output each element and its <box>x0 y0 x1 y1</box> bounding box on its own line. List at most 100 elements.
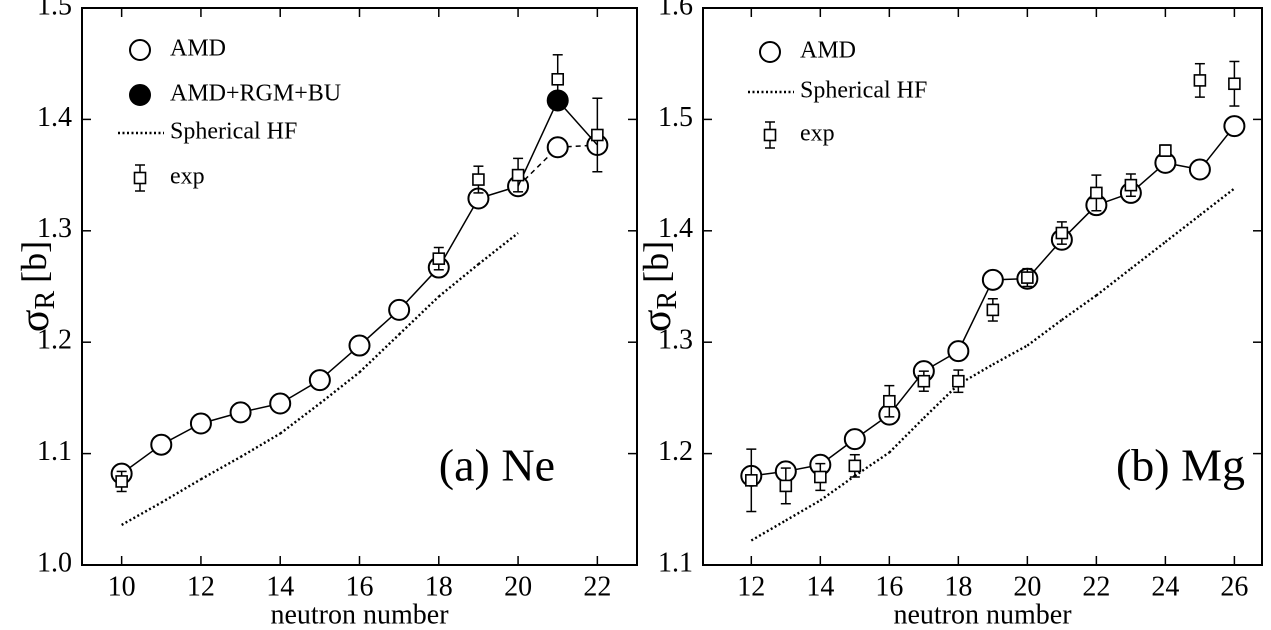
marker <box>1188 158 1211 181</box>
x-tick-label: 10 <box>108 571 136 602</box>
series-line <box>121 501 162 526</box>
marker <box>472 173 485 186</box>
marker <box>1223 115 1246 138</box>
marker <box>843 428 866 451</box>
x-tick-label: 26 <box>1220 571 1248 602</box>
series-line <box>1199 187 1236 217</box>
marker <box>388 298 411 321</box>
legend-label: exp <box>170 164 205 190</box>
series-line <box>1061 294 1098 321</box>
y-label-symbol: σ <box>634 310 680 333</box>
marker <box>129 39 151 61</box>
y-tick-label: 1.0 <box>37 547 72 578</box>
y-tick-label: 1.1 <box>658 547 693 578</box>
legend-item: AMD+RGM+BU <box>129 81 341 107</box>
x-axis-label: neutron number <box>270 599 449 630</box>
marker <box>511 168 525 182</box>
x-tick-label: 14 <box>806 571 834 602</box>
marker <box>848 459 862 473</box>
plot-frame <box>702 7 1263 566</box>
series-line <box>517 100 559 187</box>
marker <box>745 474 758 487</box>
marker <box>883 394 896 408</box>
y-label-subscript: R <box>652 291 683 310</box>
series-line <box>1095 267 1132 297</box>
x-tick-label: 14 <box>266 571 294 602</box>
marker <box>189 412 212 435</box>
marker <box>952 374 965 388</box>
series-line <box>200 455 242 481</box>
marker <box>763 128 777 142</box>
legend-label: AMD+RGM+BU <box>170 81 341 107</box>
legend-item: exp <box>133 164 205 192</box>
marker <box>229 401 252 424</box>
marker <box>1228 77 1241 91</box>
series-line <box>957 363 994 386</box>
marker <box>432 252 446 265</box>
y-tick-label: 1.3 <box>37 213 72 244</box>
y-label-symbol: σ <box>12 310 58 333</box>
marker <box>133 171 147 185</box>
x-tick-label: 20 <box>1013 571 1041 602</box>
series-line <box>1130 240 1167 270</box>
marker <box>1021 271 1034 284</box>
y-tick-label: 1.1 <box>37 436 72 467</box>
series-line <box>358 333 400 374</box>
legend-item: exp <box>763 121 835 149</box>
panel: 1.1 1.2 1.3 1.4 1.5 1.6 12 14 16 18 20 22 24 26 neutro… <box>634 0 1263 630</box>
legend-item: Spherical HF <box>118 119 297 145</box>
marker <box>269 392 292 415</box>
y-tick-label: 1.2 <box>658 436 693 467</box>
x-tick-label: 22 <box>1082 571 1110 602</box>
y-tick-label: 1.4 <box>658 213 693 244</box>
legend-label: AMD <box>170 36 226 62</box>
series-line <box>923 383 960 419</box>
marker <box>1159 144 1172 157</box>
marker <box>591 128 604 142</box>
y-label-unit: [b] <box>636 241 676 283</box>
y-tick-label: 1.4 <box>37 102 72 133</box>
y-axis-label: σR [b] <box>634 241 684 332</box>
legend-label: Spherical HF <box>800 78 927 104</box>
y-tick-label: 1.5 <box>37 0 72 21</box>
y-axis-label: σR [b] <box>12 241 62 332</box>
series-line <box>785 499 821 522</box>
series-line <box>398 295 440 336</box>
series-line <box>888 417 925 454</box>
marker <box>1055 226 1069 240</box>
y-label-unit: [b] <box>14 241 54 283</box>
panel-label: (a) Ne <box>439 440 555 491</box>
marker <box>308 369 331 392</box>
x-tick-label: 16 <box>346 571 374 602</box>
series-line <box>1026 318 1063 347</box>
series-line <box>438 198 480 268</box>
series-line <box>750 519 787 542</box>
marker <box>1090 186 1103 200</box>
marker <box>779 479 793 493</box>
marker <box>986 303 1000 317</box>
y-tick-label: 1.5 <box>658 102 693 133</box>
x-tick-label: 18 <box>944 571 972 602</box>
marker <box>814 470 827 484</box>
legend-label: exp <box>800 121 835 147</box>
y-tick-label: 1.6 <box>658 0 693 21</box>
series-line <box>279 402 321 435</box>
marker <box>1193 74 1207 87</box>
marker <box>947 340 970 363</box>
x-tick-label: 24 <box>1151 571 1179 602</box>
y-tick-label: 1.2 <box>37 325 72 356</box>
marker <box>150 433 173 456</box>
x-tick-label: 20 <box>504 571 532 602</box>
marker <box>1124 178 1138 192</box>
panel-label: (b) Mg <box>1116 440 1245 491</box>
series-line <box>1164 214 1201 243</box>
legend-item: AMD <box>759 38 856 64</box>
marker <box>551 72 565 86</box>
marker <box>759 41 781 63</box>
marker <box>129 84 151 106</box>
marker <box>115 475 128 488</box>
x-tick-label: 18 <box>425 571 453 602</box>
series-line <box>557 144 598 148</box>
x-tick-label: 16 <box>875 571 903 602</box>
